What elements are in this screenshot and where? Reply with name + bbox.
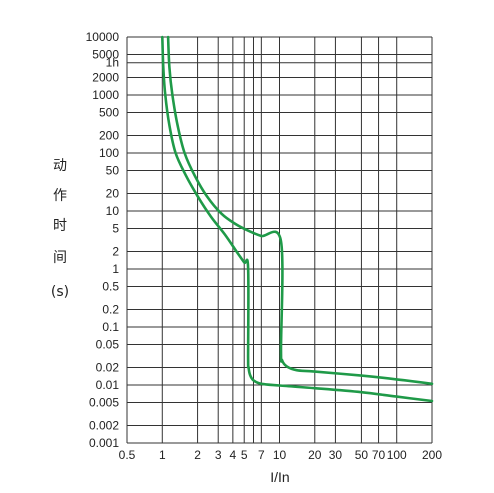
lower-trip-curve (161, 35, 434, 403)
y-title-char: 间 (53, 250, 67, 266)
y-tick-label: 1h (106, 56, 119, 70)
x-axis-title: I/In (270, 469, 289, 485)
y-title-char: (s) (51, 284, 69, 300)
y-tick-label: 2000 (92, 71, 119, 85)
x-tick-label: 200 (422, 448, 442, 462)
x-tick-label: 100 (387, 448, 407, 462)
y-tick-label: 1 (112, 262, 119, 276)
y-title-char: 时 (53, 218, 67, 234)
y-tick-label: 10000 (86, 30, 120, 44)
x-tick-label: 20 (308, 448, 322, 462)
y-tick-label: 0.001 (89, 436, 119, 450)
x-tick-label: 50 (355, 448, 369, 462)
x-tick-label: 1 (159, 448, 166, 462)
x-tick-label: 7 (258, 448, 265, 462)
y-tick-label: 10 (106, 204, 120, 218)
y-title-char: 动 (53, 158, 67, 174)
y-tick-label: 200 (99, 129, 119, 143)
y-tick-label: 500 (99, 105, 119, 119)
y-tick-label: 0.05 (96, 337, 120, 351)
y-tick-label: 1000 (92, 88, 119, 102)
x-tick-label: 4 (230, 448, 237, 462)
y-tick-label: 0.1 (102, 320, 119, 334)
y-title-char: 作 (53, 188, 67, 204)
x-tick-label: 3 (215, 448, 222, 462)
x-tick-label: 70 (372, 448, 386, 462)
y-tick-label: 20 (106, 187, 120, 201)
x-tick-label: 30 (329, 448, 343, 462)
x-tick-label: 0.5 (119, 448, 136, 462)
y-tick-label: 50 (106, 163, 120, 177)
y-tick-label: 5000 (92, 47, 119, 61)
y-tick-label: 0.002 (89, 419, 119, 433)
x-tick-label: 2 (194, 448, 201, 462)
y-tick-label: 0.2 (102, 303, 119, 317)
chart-grid (126, 36, 433, 444)
y-tick-label: 0.005 (89, 395, 119, 409)
y-tick-label: 5 (112, 221, 119, 235)
y-tick-label: 0.5 (102, 279, 119, 293)
trip-curves (161, 35, 434, 403)
upper-trip-curve (166, 35, 434, 386)
y-tick-label: 0.02 (96, 361, 120, 375)
x-tick-labels: 0.5 1 2 3 4 5 7 10 20 30 50 70 100 200 (119, 448, 443, 462)
y-tick-label: 2 (112, 245, 119, 259)
x-tick-label: 5 (241, 448, 248, 462)
y-tick-label: 0.01 (96, 378, 120, 392)
x-tick-label: 10 (273, 448, 287, 462)
y-tick-label: 100 (99, 146, 119, 160)
